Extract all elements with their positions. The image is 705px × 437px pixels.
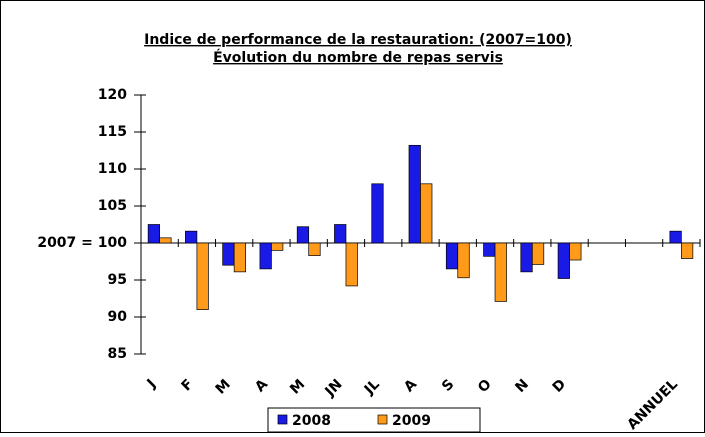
bar <box>296 226 310 244</box>
bar <box>557 242 570 279</box>
y-tick-label: 95 <box>108 272 127 288</box>
chart-title: Indice de performance de la restauration… <box>144 32 572 48</box>
y-tick-label: 2007 = 100 <box>37 235 127 251</box>
bar <box>271 242 284 251</box>
legend-swatch <box>277 414 288 425</box>
bar <box>222 242 235 266</box>
bar <box>420 183 433 244</box>
legend-label: 2008 <box>292 413 331 429</box>
bar <box>569 242 582 261</box>
chart-subtitle: Évolution du nombre de repas servis <box>213 49 503 66</box>
bar <box>669 230 682 244</box>
y-tick-label: 120 <box>98 87 127 103</box>
bar <box>334 224 347 244</box>
y-tick-label: 115 <box>98 124 127 140</box>
y-tick-label: 90 <box>108 309 128 325</box>
y-tick-label: 105 <box>98 198 127 214</box>
bar <box>494 242 507 302</box>
legend-swatch <box>377 414 388 425</box>
bar <box>483 242 496 257</box>
bar <box>371 183 384 244</box>
legend-box <box>267 407 481 433</box>
bar <box>681 242 694 259</box>
bar <box>196 242 209 310</box>
bar <box>531 242 545 265</box>
y-tick-label: 110 <box>98 161 127 177</box>
y-tick-label: 85 <box>108 346 127 362</box>
bar <box>259 242 272 270</box>
bar <box>457 242 470 279</box>
bar <box>408 144 421 244</box>
bar <box>445 242 459 270</box>
bar <box>345 242 358 287</box>
bar <box>308 242 321 256</box>
bar <box>147 224 160 244</box>
bar <box>185 230 198 244</box>
bar <box>233 242 247 273</box>
legend-label: 2009 <box>392 413 431 429</box>
bar <box>159 237 172 244</box>
bar <box>520 242 533 273</box>
